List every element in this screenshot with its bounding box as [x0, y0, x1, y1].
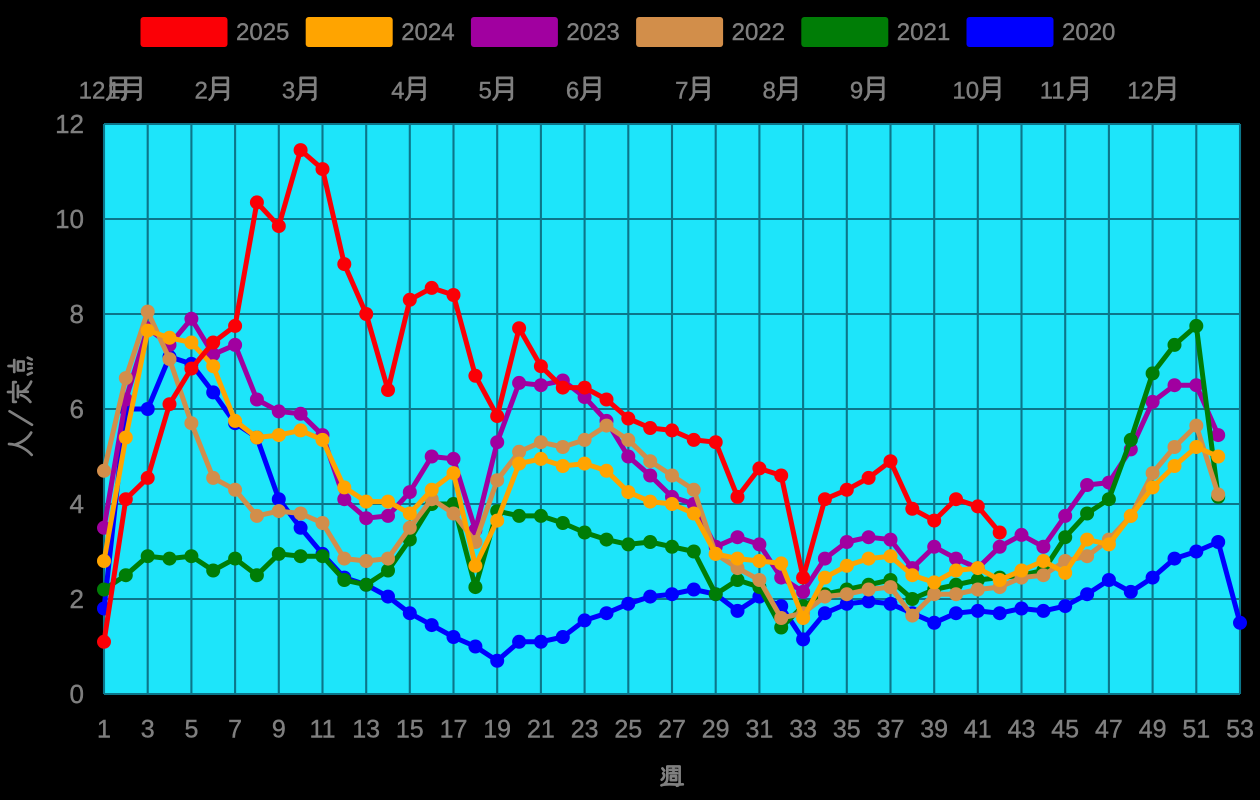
- svg-text:0: 0: [70, 679, 84, 709]
- svg-text:19: 19: [483, 716, 511, 744]
- svg-text:35: 35: [833, 716, 861, 744]
- svg-text:41: 41: [964, 716, 992, 744]
- svg-text:5: 5: [184, 716, 198, 744]
- svg-text:4: 4: [70, 489, 84, 519]
- svg-text:2021: 2021: [897, 19, 950, 46]
- svg-text:2025: 2025: [236, 19, 289, 46]
- svg-text:1: 1: [107, 78, 120, 105]
- svg-text:2: 2: [70, 584, 84, 614]
- svg-text:3: 3: [141, 716, 155, 744]
- svg-text:10: 10: [952, 78, 979, 105]
- svg-text:2: 2: [195, 78, 208, 105]
- svg-text:9: 9: [272, 716, 286, 744]
- svg-text:39: 39: [920, 716, 948, 744]
- svg-text:3: 3: [282, 78, 295, 105]
- svg-text:11: 11: [310, 716, 336, 744]
- svg-text:9: 9: [850, 78, 863, 105]
- svg-text:49: 49: [1139, 716, 1167, 744]
- svg-text:15: 15: [396, 716, 424, 744]
- svg-text:7: 7: [228, 716, 242, 744]
- svg-text:12: 12: [79, 78, 106, 105]
- svg-text:29: 29: [702, 716, 730, 744]
- svg-text:5: 5: [479, 78, 492, 105]
- svg-text:43: 43: [1008, 716, 1036, 744]
- svg-text:4: 4: [391, 78, 404, 105]
- svg-text:51: 51: [1182, 716, 1210, 744]
- svg-text:47: 47: [1095, 716, 1123, 744]
- svg-text:8: 8: [763, 78, 776, 105]
- svg-text:1: 1: [97, 716, 111, 744]
- svg-text:2020: 2020: [1062, 19, 1115, 46]
- svg-text:23: 23: [571, 716, 599, 744]
- svg-text:33: 33: [789, 716, 817, 744]
- svg-text:2024: 2024: [401, 19, 454, 46]
- svg-text:2022: 2022: [732, 19, 785, 46]
- svg-text:7: 7: [675, 78, 688, 105]
- svg-text:27: 27: [658, 716, 686, 744]
- svg-text:2023: 2023: [566, 19, 619, 46]
- svg-text:8: 8: [70, 299, 84, 329]
- svg-text:13: 13: [352, 716, 380, 744]
- svg-text:10: 10: [55, 204, 84, 234]
- svg-text:25: 25: [614, 716, 642, 744]
- svg-text:31: 31: [745, 716, 773, 744]
- svg-text:12: 12: [55, 109, 84, 139]
- svg-text:6: 6: [566, 78, 579, 105]
- svg-text:45: 45: [1051, 716, 1079, 744]
- svg-text:6: 6: [70, 394, 84, 424]
- svg-text:12: 12: [1127, 78, 1154, 105]
- svg-text:17: 17: [440, 716, 468, 744]
- svg-text:11: 11: [1040, 78, 1065, 105]
- svg-text:37: 37: [877, 716, 905, 744]
- svg-text:21: 21: [527, 716, 555, 744]
- svg-text:53: 53: [1226, 716, 1254, 744]
